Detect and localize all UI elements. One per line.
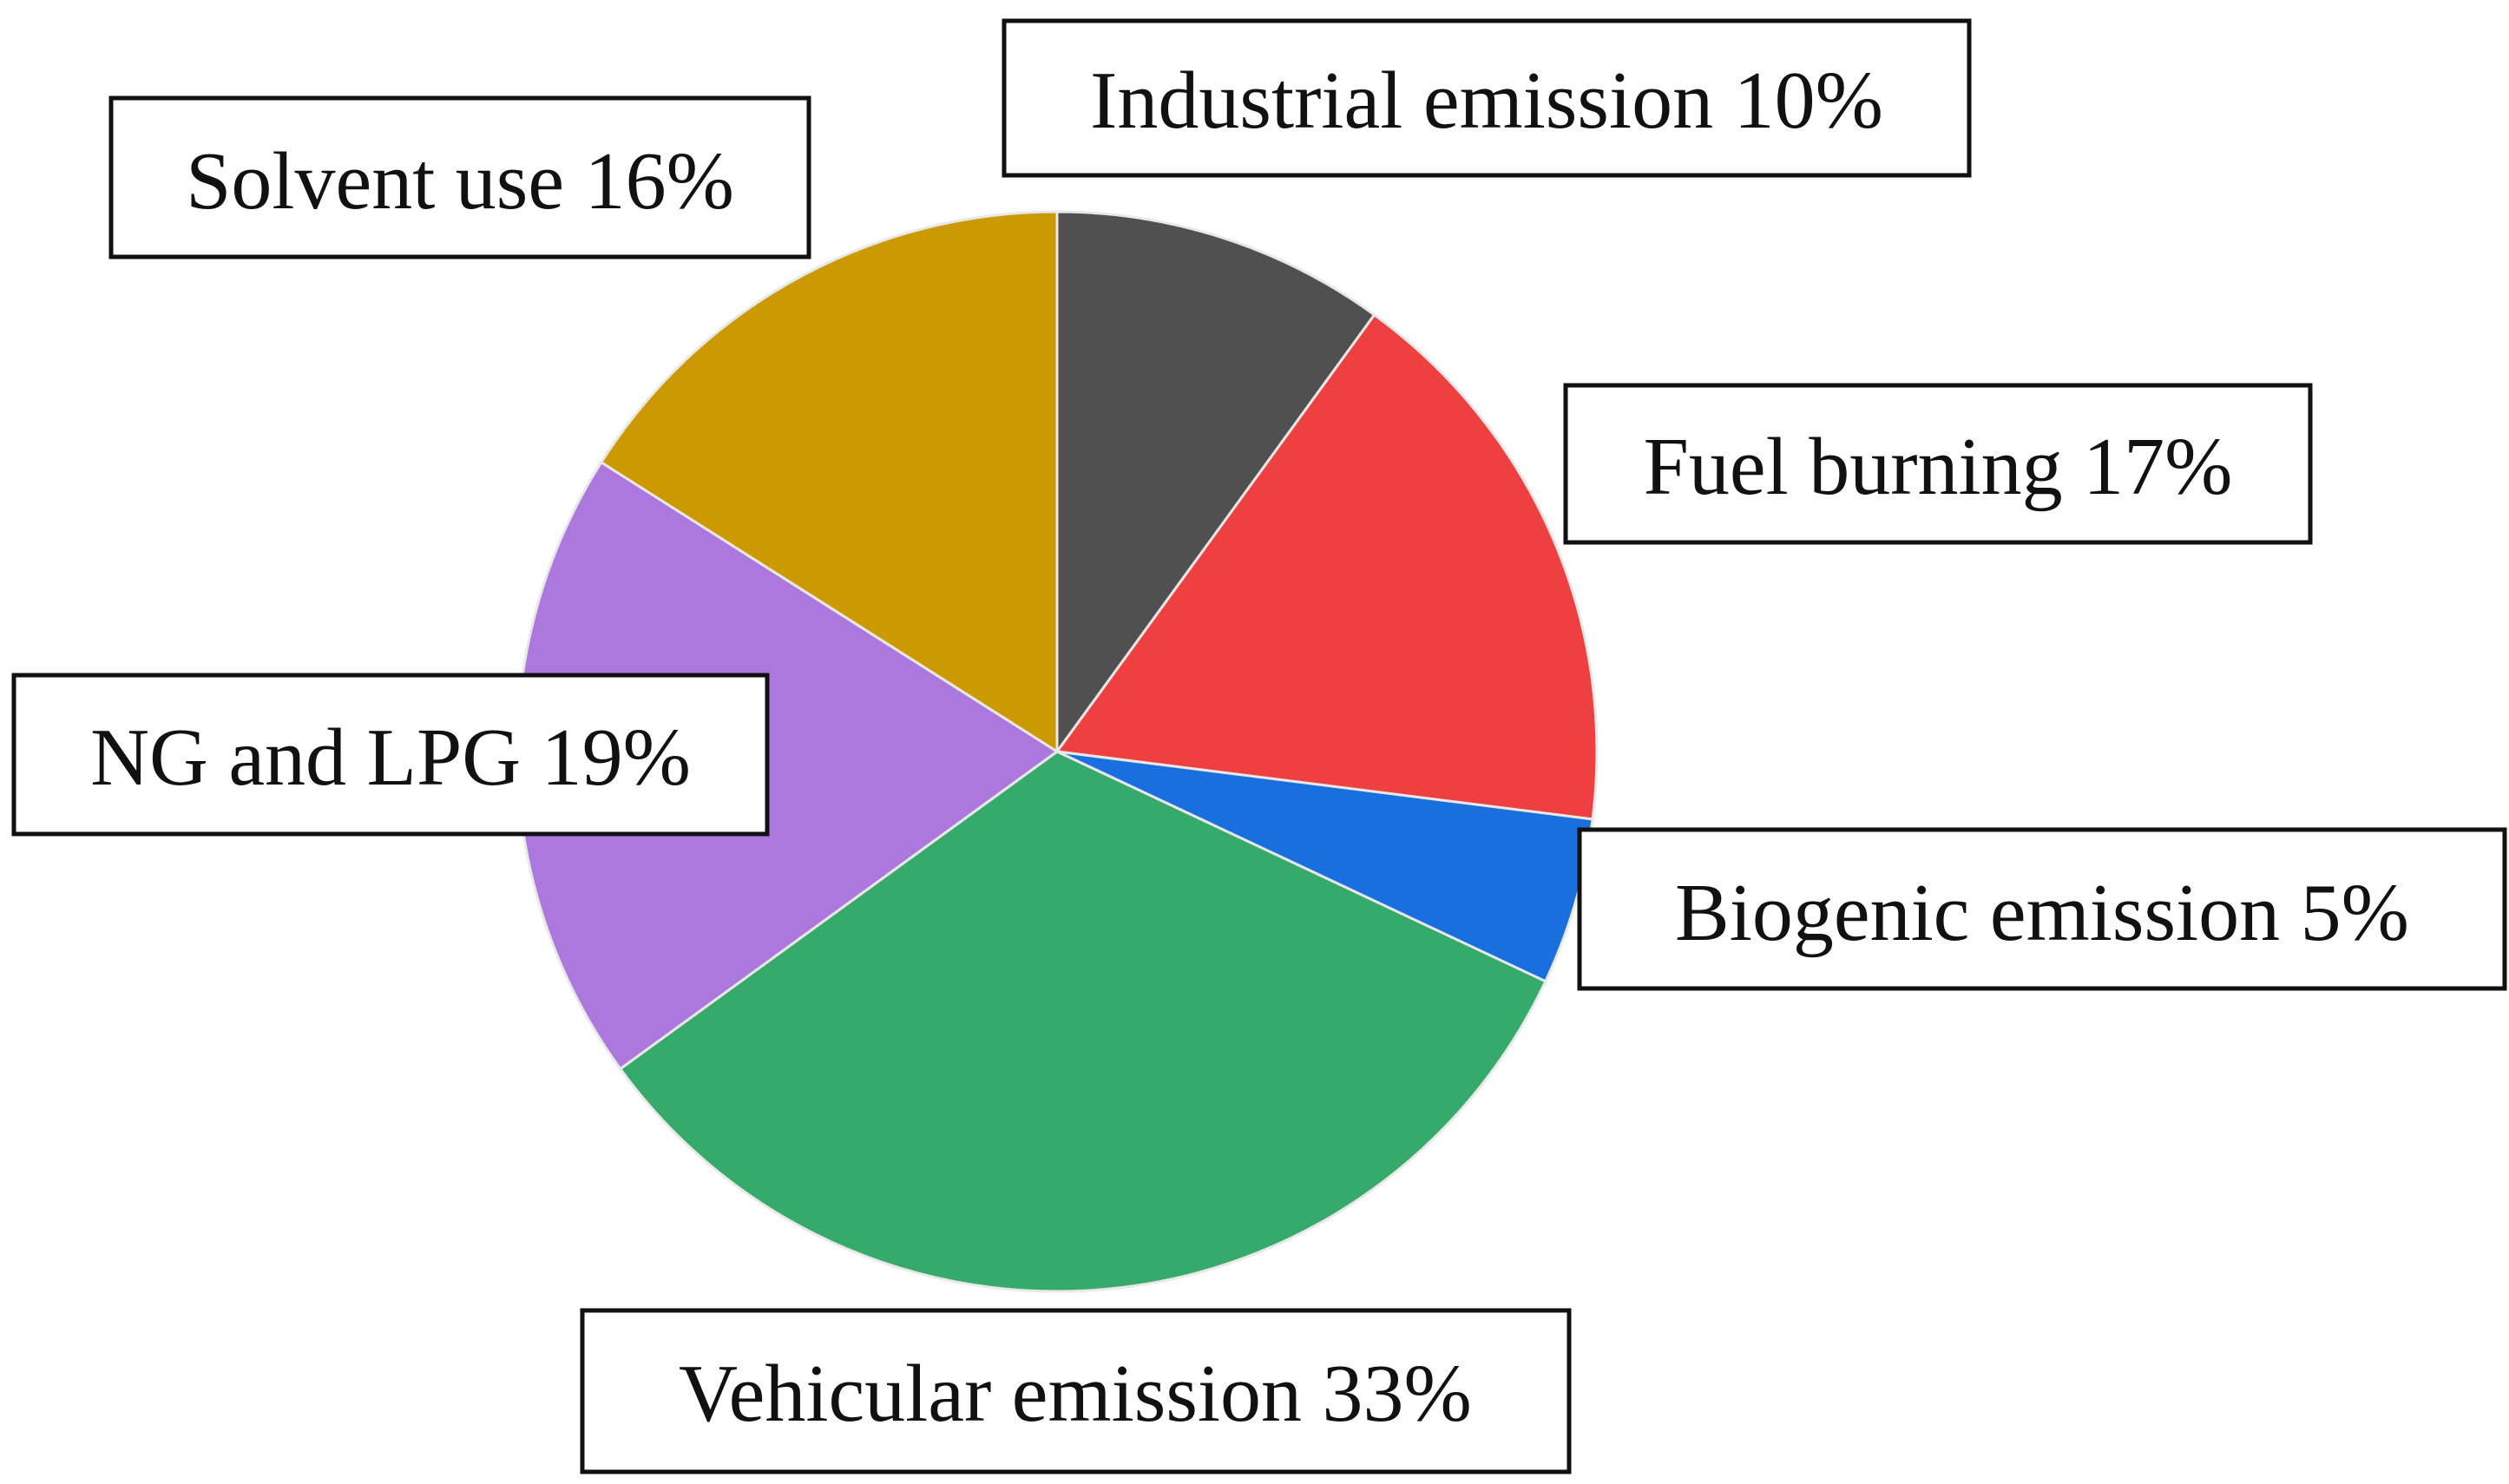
label-text: Industrial emission 10% xyxy=(1090,56,1883,146)
pie-slice-0 xyxy=(1055,210,1376,756)
label-text: Solvent use 16% xyxy=(186,136,734,227)
label-text: NG and LPG 19% xyxy=(90,712,691,803)
label-text: Vehicular emission 33% xyxy=(679,1349,1472,1439)
label-industrial-emission: Industrial emission 10% xyxy=(1002,18,1972,178)
label-box xyxy=(108,95,811,259)
label-text: Fuel burning 17% xyxy=(1644,422,2233,512)
label-solvent-use: Solvent use 16% xyxy=(108,95,811,259)
label-box xyxy=(1577,827,2507,991)
label-box xyxy=(11,673,770,837)
label-vehicular-emission: Vehicular emission 33% xyxy=(580,1308,1572,1474)
pie-slice-1 xyxy=(1054,312,1599,821)
pie-slice-5 xyxy=(599,210,1059,754)
label-ng-and-lpg: NG and LPG 19% xyxy=(11,673,770,837)
label-box xyxy=(1002,18,1972,178)
pie-slice-2 xyxy=(1056,750,1594,983)
label-text: Biogenic emission 5% xyxy=(1675,868,2409,958)
pie-slice-3 xyxy=(618,750,1547,1293)
label-fuel-burning: Fuel burning 17% xyxy=(1563,383,2313,545)
label-biogenic-emission: Biogenic emission 5% xyxy=(1577,827,2507,991)
label-box xyxy=(1563,383,2313,545)
pie-labels: Industrial emission 10% Fuel burning 17%… xyxy=(11,18,2507,1474)
pie-slices xyxy=(516,210,1599,1293)
label-box xyxy=(580,1308,1572,1474)
